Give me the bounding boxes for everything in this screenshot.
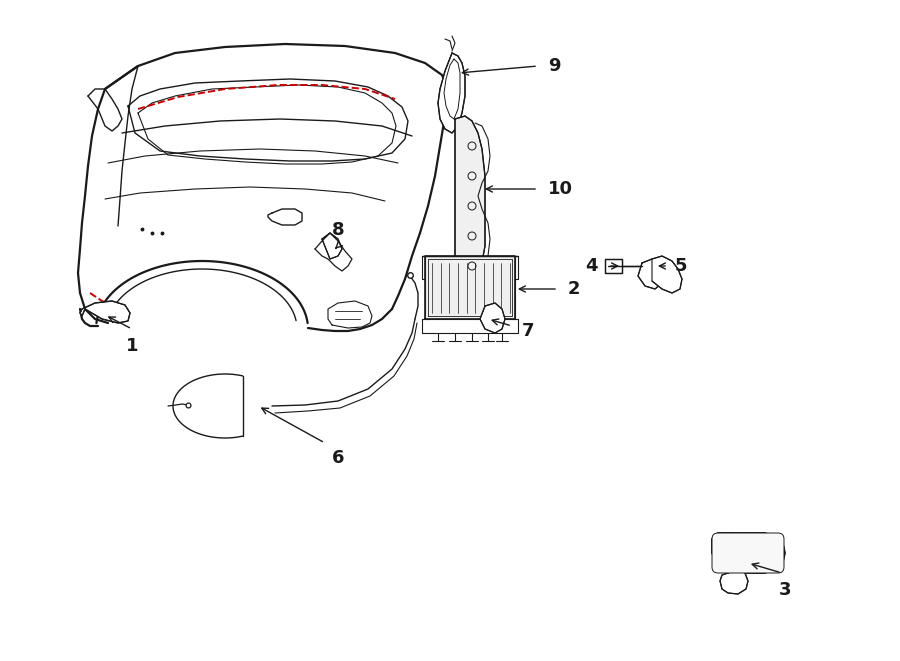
FancyBboxPatch shape bbox=[712, 533, 784, 573]
Text: 1: 1 bbox=[126, 337, 139, 355]
Text: 5: 5 bbox=[675, 257, 688, 275]
Text: 4: 4 bbox=[586, 257, 598, 275]
Text: 6: 6 bbox=[332, 449, 344, 467]
Text: 9: 9 bbox=[548, 57, 561, 75]
Polygon shape bbox=[480, 303, 505, 333]
Text: 7: 7 bbox=[522, 322, 535, 340]
Polygon shape bbox=[605, 259, 622, 273]
Text: 3: 3 bbox=[778, 581, 791, 599]
Polygon shape bbox=[425, 256, 515, 319]
Polygon shape bbox=[638, 259, 665, 289]
Polygon shape bbox=[652, 256, 682, 293]
Text: 2: 2 bbox=[568, 280, 580, 298]
Polygon shape bbox=[438, 53, 465, 133]
Polygon shape bbox=[322, 233, 342, 259]
Polygon shape bbox=[80, 301, 130, 323]
Polygon shape bbox=[712, 533, 785, 573]
Text: 10: 10 bbox=[548, 180, 573, 198]
Polygon shape bbox=[720, 569, 748, 594]
Text: 8: 8 bbox=[332, 221, 345, 239]
Polygon shape bbox=[455, 116, 485, 299]
